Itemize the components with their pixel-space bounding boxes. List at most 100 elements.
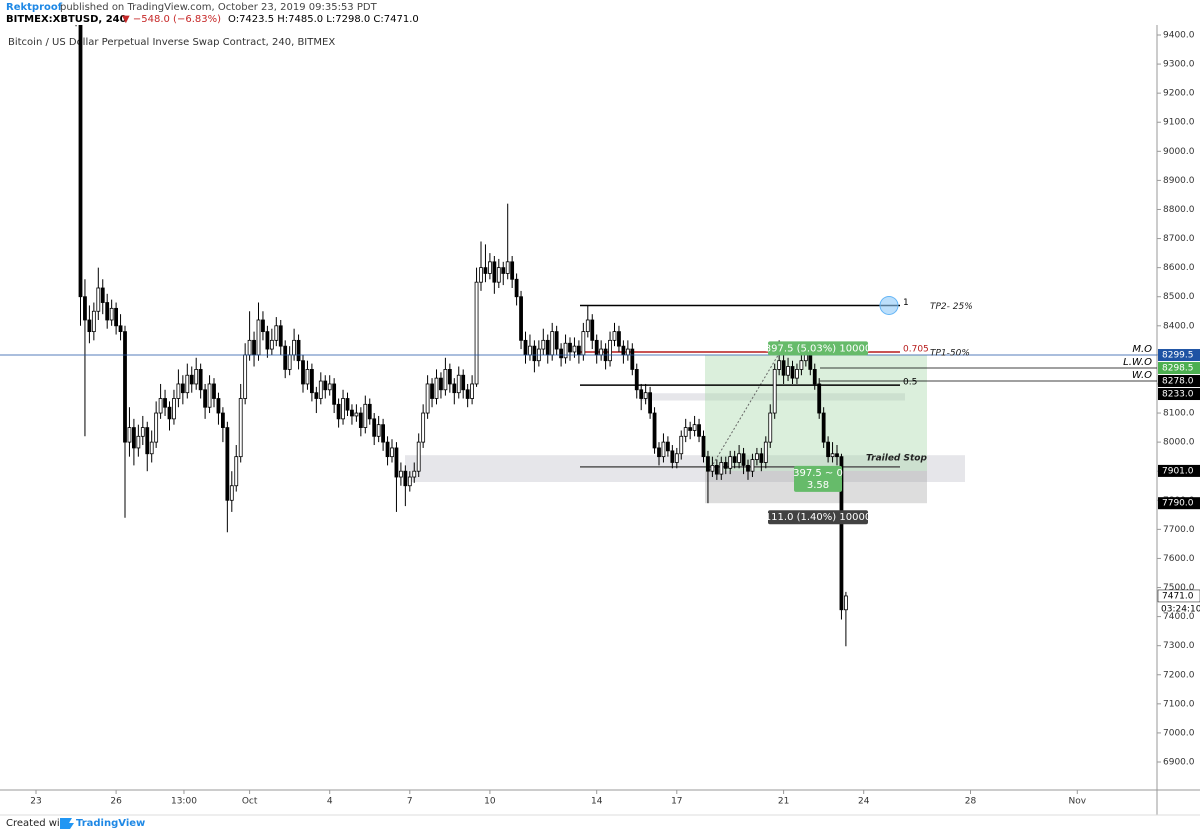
y-tick-label: 9200.0 xyxy=(1163,89,1195,99)
y-tick-label: 8500.0 xyxy=(1163,292,1195,302)
candle-body xyxy=(243,354,248,399)
candle-body xyxy=(425,383,430,414)
candle-body xyxy=(416,441,421,472)
change: ▼ −548.0 (−6.83%) xyxy=(122,14,221,25)
candle-body xyxy=(269,339,274,350)
candle-body xyxy=(541,339,546,350)
candle-body xyxy=(430,383,434,399)
candle-body xyxy=(599,348,604,356)
symbol: BITMEX:XBTUSD, 240 xyxy=(6,14,127,25)
candle-body xyxy=(563,342,568,359)
candle-body xyxy=(194,369,199,385)
candle-body xyxy=(301,360,305,385)
candle-body xyxy=(648,392,652,414)
candle-body xyxy=(443,369,448,391)
candle-body xyxy=(296,339,301,362)
candle-body xyxy=(109,307,114,321)
candle-body xyxy=(127,427,132,443)
candle-body xyxy=(550,331,555,356)
x-tick-label: 13:00 xyxy=(171,797,197,807)
candle-body xyxy=(670,450,675,463)
x-tick-label: 7 xyxy=(407,797,413,807)
candle-body xyxy=(96,287,101,312)
candle-body xyxy=(367,403,372,420)
candle-body xyxy=(154,412,159,443)
candle-body xyxy=(376,424,381,437)
candle-body xyxy=(639,389,644,399)
price-label: 8233.0 xyxy=(1162,390,1194,400)
candle-body xyxy=(844,595,848,611)
candle-body xyxy=(723,462,728,469)
candle-body xyxy=(750,459,755,472)
price-label: 8298.5 xyxy=(1162,364,1194,374)
x-tick-label: 14 xyxy=(591,797,603,807)
y-tick-label: 7400.0 xyxy=(1163,612,1195,622)
candle-body xyxy=(643,392,648,399)
candle-body xyxy=(817,383,822,414)
stop-label: 111.0 (1.40%) 10000 xyxy=(765,512,871,523)
candle-body xyxy=(185,374,190,394)
candle-body xyxy=(407,476,412,487)
target-label: 397.5 (5.03%) 10000 xyxy=(765,343,871,354)
x-tick-label: 28 xyxy=(965,797,977,807)
ratio-label: 3.58 xyxy=(807,480,829,491)
candle-body xyxy=(763,441,768,463)
candle-body xyxy=(755,453,759,460)
candle-body xyxy=(78,25,83,298)
candle-body xyxy=(830,453,835,458)
candle-body xyxy=(287,354,292,370)
order-tag: W.O xyxy=(1132,370,1152,381)
brand-logo xyxy=(60,818,74,829)
y-tick-label: 8800.0 xyxy=(1163,205,1195,215)
y-tick-label: 7600.0 xyxy=(1163,554,1195,564)
candle-body xyxy=(661,441,666,458)
candle-body xyxy=(465,389,470,399)
candle-body xyxy=(728,456,733,469)
candle-body xyxy=(523,339,528,356)
candle-body xyxy=(617,331,621,347)
candle-body xyxy=(559,348,563,359)
candle-body xyxy=(140,427,145,437)
candle-body xyxy=(83,296,87,321)
candle-body xyxy=(683,427,688,437)
x-tick-label: 10 xyxy=(484,797,496,807)
candle-body xyxy=(612,331,617,341)
x-tick-label: Nov xyxy=(1069,797,1087,807)
candle-body xyxy=(261,319,265,333)
zone xyxy=(640,393,905,401)
price-label: 8278.0 xyxy=(1162,377,1194,387)
candle-body xyxy=(630,348,635,370)
price-label: 7790.0 xyxy=(1162,499,1194,509)
price-label-box xyxy=(1157,589,1200,603)
candle-body xyxy=(625,348,630,356)
candle-body xyxy=(719,462,724,475)
y-tick-label: 9100.0 xyxy=(1163,118,1195,128)
candle-body xyxy=(216,398,221,414)
y-tick-label: 7000.0 xyxy=(1163,728,1195,738)
y-tick-label: 8000.0 xyxy=(1163,438,1195,448)
candle-body xyxy=(238,398,243,458)
candle-body xyxy=(247,339,252,356)
candle-body xyxy=(554,331,559,350)
candle-body xyxy=(808,354,813,370)
candle-body xyxy=(207,383,212,408)
y-tick-label: 6900.0 xyxy=(1163,758,1195,768)
candle-body xyxy=(189,374,194,385)
candle-body xyxy=(354,412,359,417)
candle-body xyxy=(91,310,96,333)
y-tick-label: 8900.0 xyxy=(1163,176,1195,186)
entry-label-box xyxy=(794,465,842,480)
price-label: 7901.0 xyxy=(1162,466,1194,476)
candle-body xyxy=(456,374,461,394)
candle-body xyxy=(741,453,746,466)
candle-body xyxy=(327,383,332,391)
candle-body xyxy=(790,366,795,379)
y-tick-label: 8400.0 xyxy=(1163,321,1195,331)
price-label-box xyxy=(1158,497,1200,510)
fib-text: TP1-50% xyxy=(930,348,970,358)
candle-body xyxy=(652,412,657,449)
candle-body xyxy=(821,412,826,443)
candle-body xyxy=(483,267,488,274)
